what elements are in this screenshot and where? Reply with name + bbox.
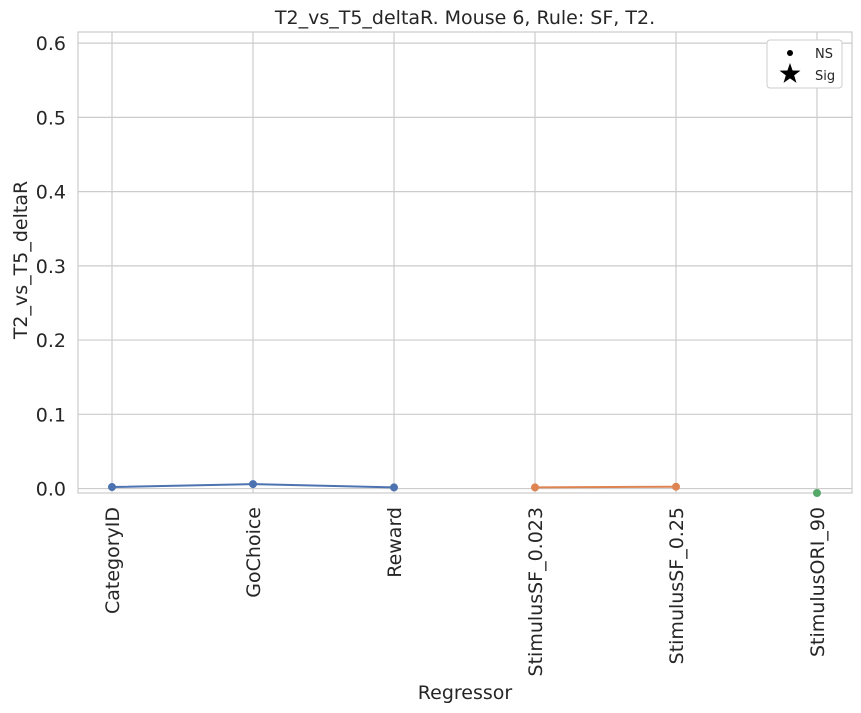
x-tick-label: StimulusSF_0.25: [666, 507, 688, 664]
series-line: [534, 485, 677, 489]
y-tick-label: 0.3: [36, 256, 66, 278]
plot-frame: [77, 31, 853, 494]
x-tick-label: CategoryID: [102, 507, 124, 614]
series-1: [531, 482, 680, 492]
grid: [78, 32, 852, 493]
series-0: [108, 480, 398, 492]
chart-title: T2_vs_T5_deltaR. Mouse 6, Rule: SF, T2.: [274, 7, 655, 29]
y-tick-label: 0.1: [36, 404, 66, 426]
x-tick-label: Reward: [384, 507, 406, 578]
data-point: [672, 482, 680, 491]
x-axis-label: Regressor: [418, 682, 513, 704]
y-tick-labels: 0.0 0.1 0.2 0.3 0.4 0.5 0.6: [36, 33, 66, 500]
x-tick-labels: CategoryID GoChoice Reward StimulusSF_0.023…: [102, 507, 829, 676]
data-point: [813, 489, 821, 497]
series-2: [813, 489, 821, 497]
data-point: [390, 483, 398, 492]
legend: NS Sig: [766, 39, 843, 89]
y-tick-label: 0.0: [36, 479, 66, 501]
y-tick-label: 0.2: [36, 330, 66, 352]
y-tick-label: 0.4: [36, 182, 66, 204]
y-axis-label: T2_vs_T5_deltaR: [10, 181, 32, 340]
data-point: [531, 483, 539, 492]
legend-ns-marker: [787, 50, 793, 56]
data-point: [108, 483, 116, 492]
x-tick-label: StimulusORI_90: [807, 507, 829, 657]
legend-sig-star-icon: [779, 63, 801, 83]
x-tick-label: StimulusSF_0.023: [525, 507, 547, 676]
legend-ns-label: NS: [815, 47, 833, 62]
y-tick-label: 0.6: [36, 33, 66, 55]
data-point: [249, 480, 257, 489]
y-tick-label: 0.5: [36, 107, 66, 129]
legend-sig-label: Sig: [815, 69, 835, 84]
x-tick-label: GoChoice: [243, 507, 265, 598]
series-layer: [108, 480, 821, 497]
